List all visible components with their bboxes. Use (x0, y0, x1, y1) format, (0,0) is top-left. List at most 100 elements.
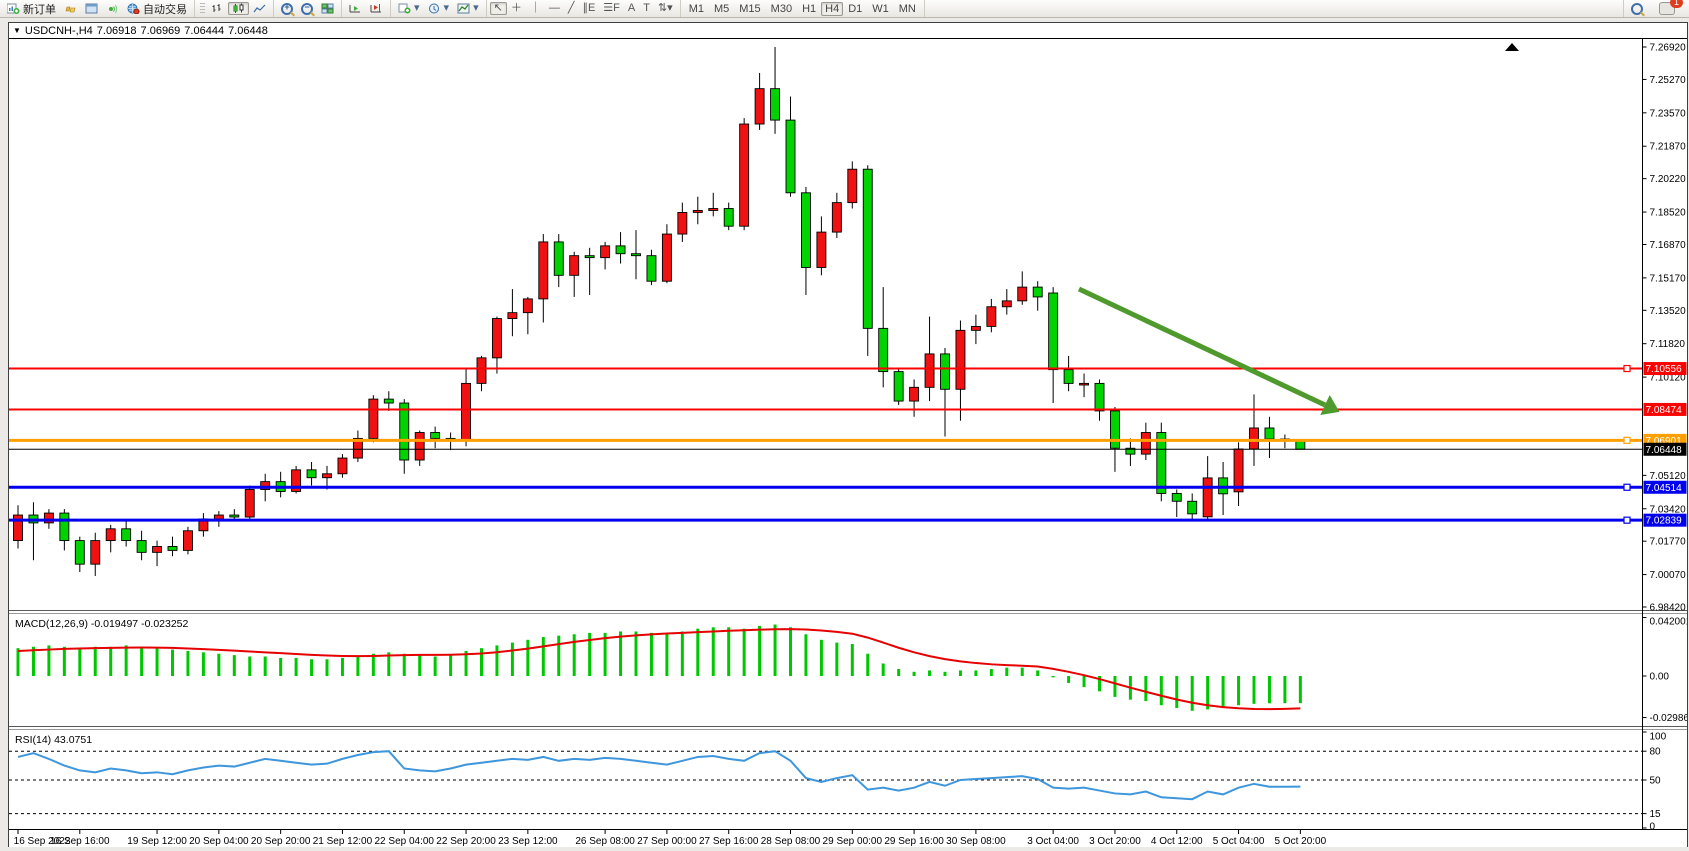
zoom-out-button[interactable]: − (297, 2, 317, 16)
svg-text:22 Sep 04:00: 22 Sep 04:00 (375, 836, 435, 847)
zoom-out-icon: − (301, 2, 313, 15)
svg-text:-0.029864: -0.029864 (1650, 713, 1688, 724)
ohlc-open: 7.06918 (96, 24, 137, 37)
arrows-tool-button[interactable]: ⇅▾ (654, 2, 677, 15)
text-label-tool-button[interactable]: T (639, 2, 654, 15)
svg-text:7.11820: 7.11820 (1650, 339, 1686, 350)
macd-panel: MACD(12,26,9) -0.019497 -0.023252 (15, 618, 1302, 711)
horizontal-line-tool-icon: — (548, 2, 560, 14)
window-icon (85, 3, 98, 14)
hlines-group (9, 364, 1643, 524)
svg-text:26 Sep 08:00: 26 Sep 08:00 (575, 836, 635, 847)
rsi-panel: RSI(14) 43.0751 (9, 734, 1643, 815)
toolbar-group-objects: ▾ ▾ ▾ (391, 0, 487, 17)
svg-text:22 Sep 20:00: 22 Sep 20:00 (436, 836, 496, 847)
svg-text:19 Sep 12:00: 19 Sep 12:00 (127, 836, 187, 847)
bar-chart-button[interactable] (207, 2, 228, 15)
timeframe-h1-button[interactable]: H1 (802, 2, 817, 15)
timeframe-m5-button[interactable]: M5 (713, 2, 730, 15)
vertical-line-tool-button[interactable]: ｜ (526, 2, 545, 15)
crosshair-tool-button[interactable]: ＋ (507, 2, 526, 15)
svg-text:7.00070: 7.00070 (1650, 570, 1687, 581)
indicators-icon (457, 3, 470, 14)
svg-text:7.05120: 7.05120 (1650, 471, 1687, 482)
auto-scroll-button[interactable] (345, 2, 366, 15)
trend-arrow-annotation (1077, 286, 1340, 415)
fibonacci-tool-button[interactable]: ☰F (599, 2, 624, 15)
svg-text:29 Sep 16:00: 29 Sep 16:00 (884, 836, 944, 847)
timeframe-m1-button[interactable]: M1 (688, 2, 704, 15)
svg-text:50: 50 (1650, 776, 1662, 787)
equidistant-channel-tool-button[interactable]: ∥E (578, 2, 599, 15)
notifications-button[interactable]: 1 (1655, 0, 1683, 16)
svg-text:7.18520: 7.18520 (1650, 208, 1687, 219)
ohlc-close: 7.06448 (228, 24, 268, 37)
svg-text:4 Oct 12:00: 4 Oct 12:00 (1151, 836, 1203, 847)
search-button[interactable] (1627, 2, 1647, 16)
depth-of-market-button[interactable] (81, 2, 102, 15)
toolbar-group-trade: 新订单 自动交易 (0, 0, 195, 17)
new-chart-button[interactable]: ▾ (394, 2, 424, 15)
line-handle (1623, 483, 1631, 491)
macd-label: MACD(12,26,9) -0.019497 -0.023252 (15, 618, 189, 630)
signal-icon (109, 4, 118, 14)
svg-text:80: 80 (1650, 747, 1662, 758)
svg-text:16 Sep 16:00: 16 Sep 16:00 (50, 836, 110, 847)
autotrade-button[interactable]: 自动交易 (123, 0, 191, 18)
bar-chart-icon (212, 4, 221, 12)
cursor-tool-button[interactable]: ↖ (489, 2, 507, 15)
svg-text:7.08474: 7.08474 (1646, 405, 1683, 416)
toolbar-group-chart-type (195, 0, 274, 17)
svg-text:23 Sep 12:00: 23 Sep 12:00 (498, 836, 558, 847)
zoom-in-button[interactable]: + (277, 2, 297, 16)
search-icon (1631, 2, 1643, 15)
line-handle (1623, 436, 1631, 444)
toolbar-grip[interactable] (200, 2, 205, 15)
cursor-tool-icon: ↖ (493, 2, 503, 14)
chart-window: ▼ USDCNH-,H4 7.06918 7.06969 7.06444 7.0… (8, 22, 1688, 847)
vertical-line-tool-icon: ｜ (529, 2, 541, 14)
svg-text:3 Oct 20:00: 3 Oct 20:00 (1089, 836, 1141, 847)
horizontal-line-tool-button[interactable]: — (545, 2, 564, 15)
periods-button[interactable]: ▾ (424, 2, 454, 15)
autotrade-globe-icon (127, 3, 140, 14)
tile-windows-button[interactable] (317, 2, 338, 15)
text-label-tool-icon: T (643, 2, 650, 14)
timeframe-h4-button[interactable]: H4 (821, 1, 844, 16)
candle-chart-button[interactable] (228, 2, 249, 15)
svg-text:0.042001: 0.042001 (1650, 617, 1688, 628)
svg-text:6.98420: 6.98420 (1650, 602, 1687, 613)
chart-menu-caret-icon[interactable]: ▼ (13, 26, 21, 35)
timeframe-m15-button[interactable]: M15 (739, 2, 761, 15)
indicators-button[interactable]: ▾ (453, 2, 483, 15)
new-order-label: 新订单 (23, 3, 56, 16)
timeframe-mn-button[interactable]: MN (898, 2, 916, 15)
trendline-tool-button[interactable]: ╱ (564, 2, 579, 15)
ohlc-high: 7.06969 (140, 24, 181, 37)
market-watch-button[interactable] (60, 2, 81, 15)
ohlc-low: 7.06444 (184, 24, 225, 37)
chart-canvas[interactable]: MACD(12,26,9) -0.019497 -0.023252 RSI(14)… (9, 39, 1687, 847)
line-chart-button[interactable] (249, 2, 270, 15)
svg-text:21 Sep 12:00: 21 Sep 12:00 (313, 836, 373, 847)
svg-text:100: 100 (1650, 732, 1667, 743)
svg-text:20 Sep 04:00: 20 Sep 04:00 (189, 836, 249, 847)
svg-text:7.16870: 7.16870 (1650, 240, 1687, 251)
svg-text:7.25270: 7.25270 (1650, 75, 1687, 86)
equidistant-channel-tool-icon: ∥E (582, 2, 596, 14)
timeframe-d1-button[interactable]: D1 (848, 2, 863, 15)
svg-text:27 Sep 00:00: 27 Sep 00:00 (637, 836, 697, 847)
svg-text:7.13520: 7.13520 (1650, 306, 1687, 317)
new-order-button[interactable]: 新订单 (3, 0, 60, 18)
timeframe-w1-button[interactable]: W1 (872, 2, 889, 15)
signals-button[interactable] (102, 2, 123, 15)
svg-text:28 Sep 08:00: 28 Sep 08:00 (761, 836, 821, 847)
toolbar-group-timeframes: M1 M5 M15 M30 H1 H4 D1 W1 MN (681, 0, 925, 17)
chart-title-bar[interactable]: ▼ USDCNH-,H4 7.06918 7.06969 7.06444 7.0… (9, 23, 1687, 39)
timeframe-m30-button[interactable]: M30 (770, 2, 793, 15)
svg-text:0.00: 0.00 (1650, 672, 1670, 683)
chart-shift-button[interactable] (366, 2, 387, 15)
arrows-tool-icon: ⇅▾ (657, 2, 673, 14)
svg-text:7.21870: 7.21870 (1650, 142, 1687, 153)
text-tool-button[interactable]: A (624, 2, 639, 15)
